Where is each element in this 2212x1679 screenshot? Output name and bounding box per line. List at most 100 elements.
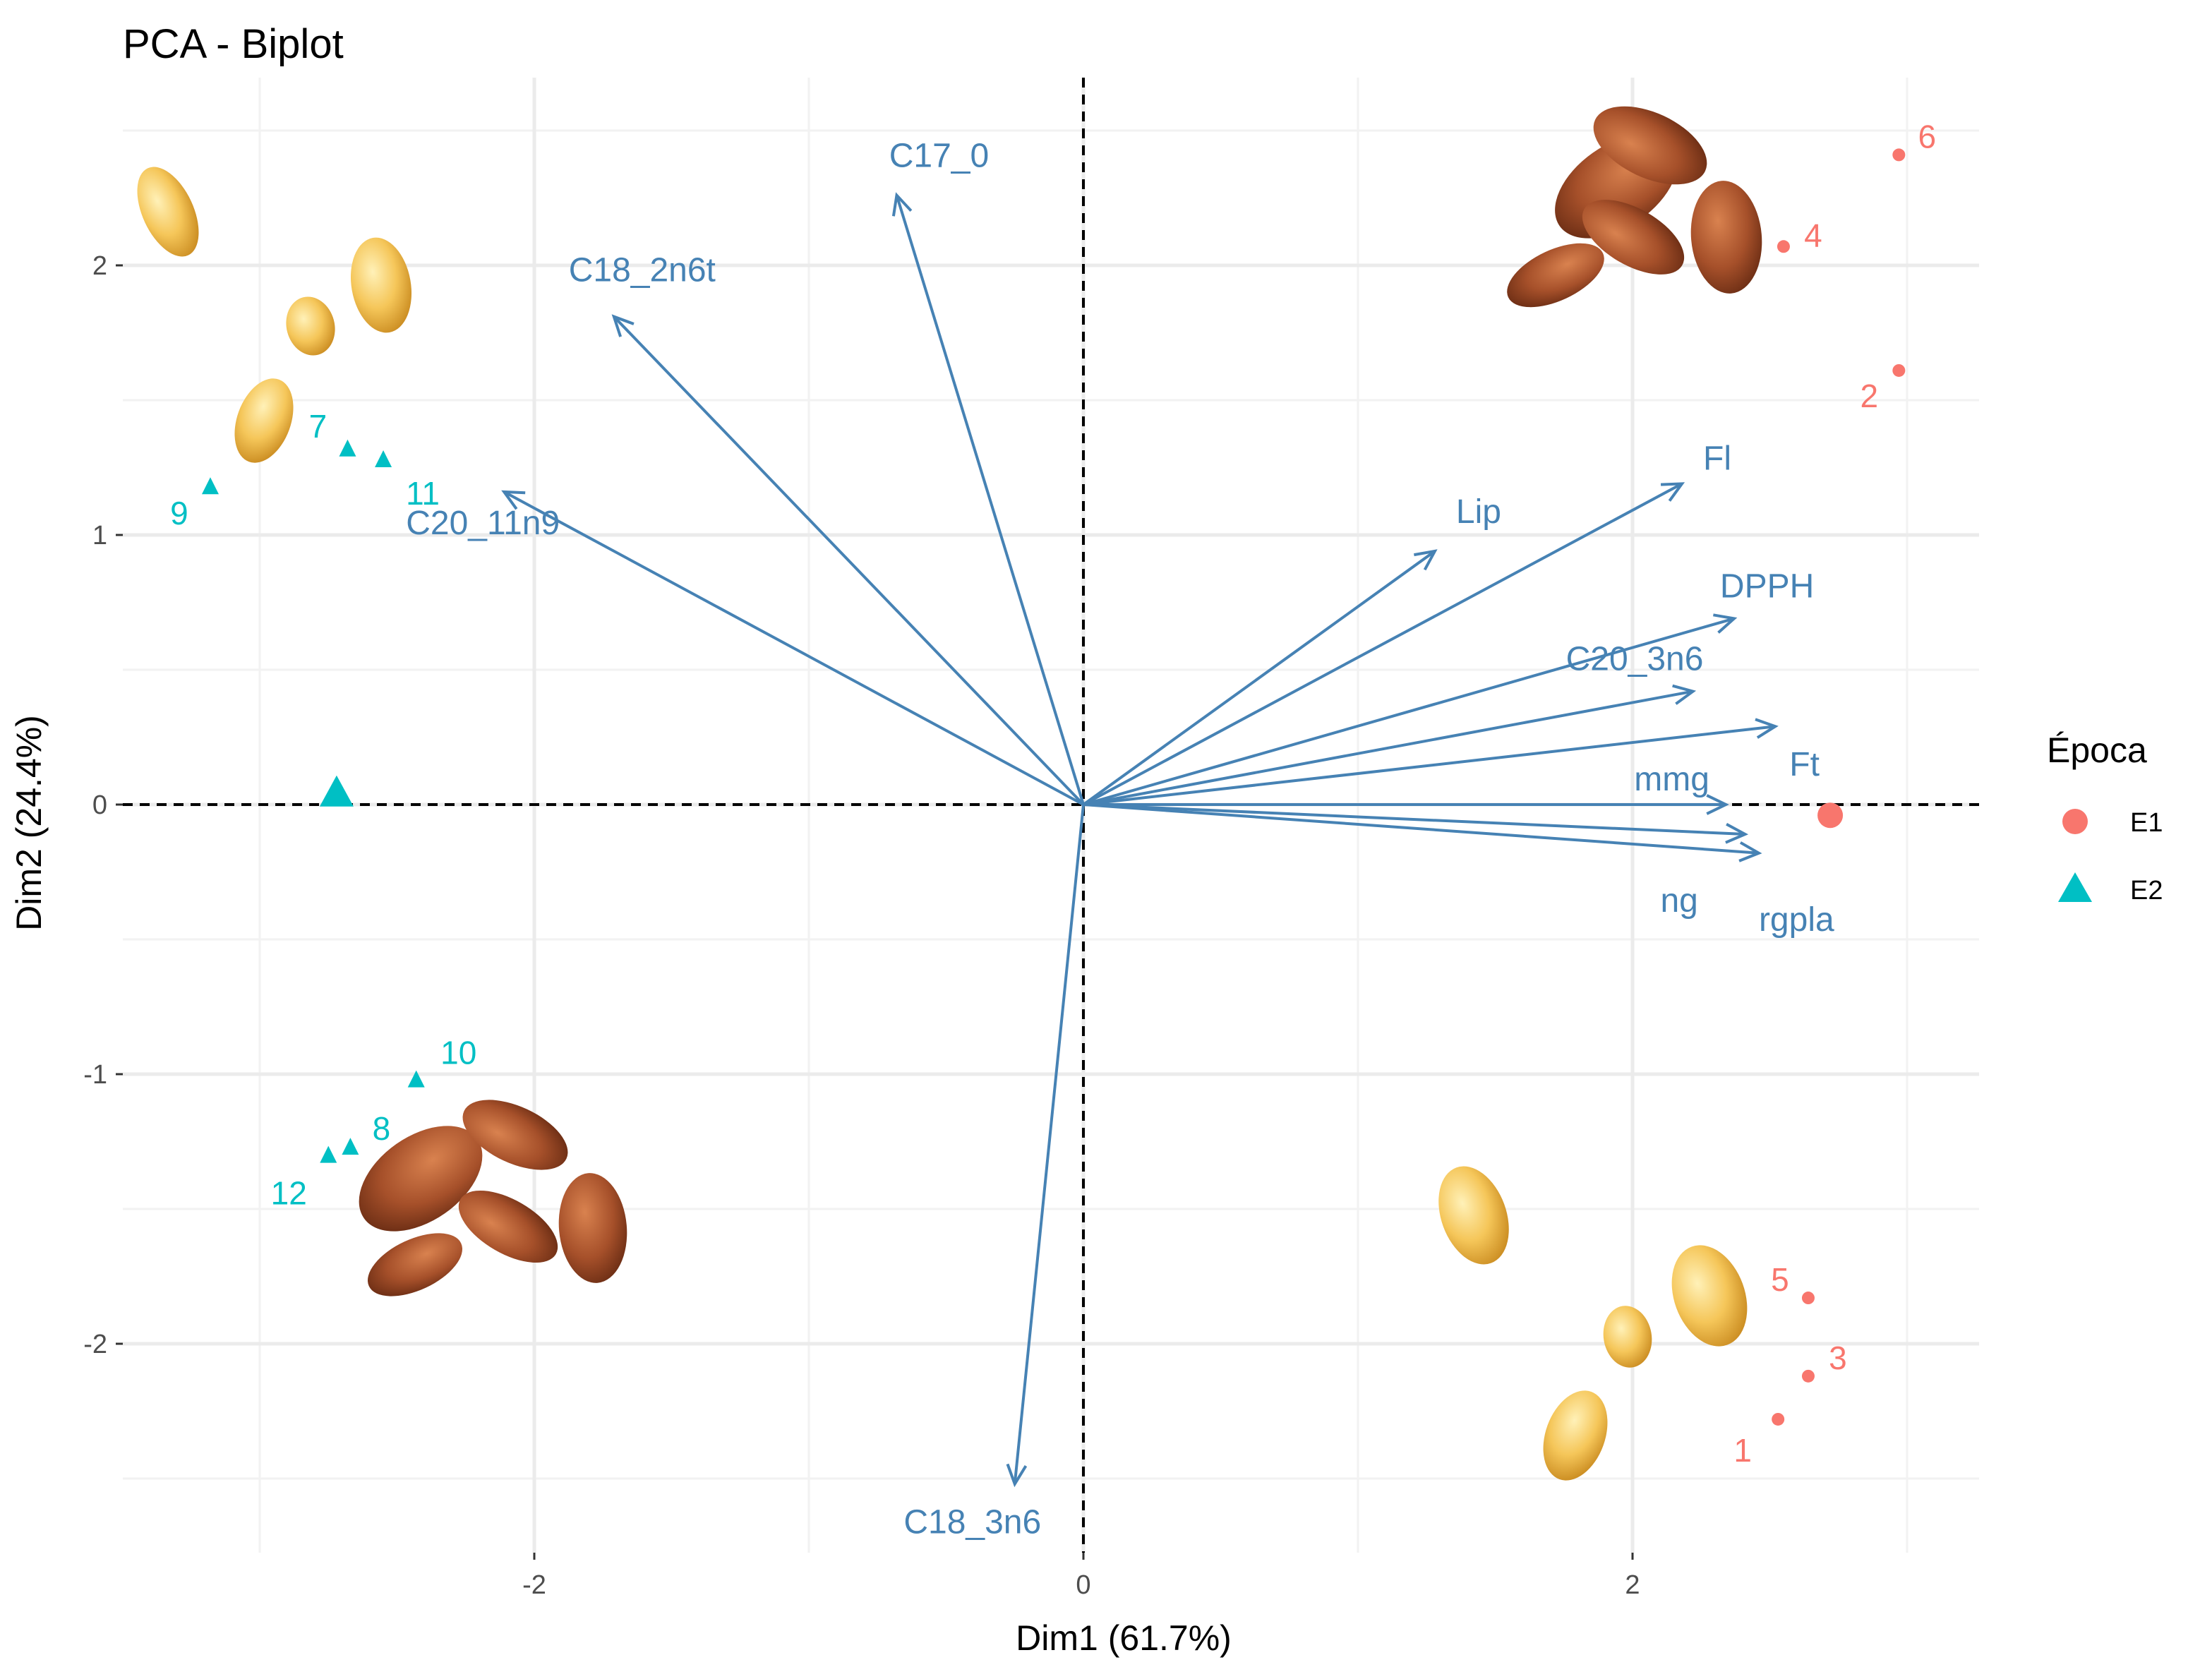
point-e2 bbox=[339, 439, 356, 457]
variable-arrowhead bbox=[1414, 549, 1438, 571]
legend: Época E1 E2 bbox=[2047, 730, 2163, 905]
variable-label: C20_11n9 bbox=[406, 505, 560, 542]
legend-label-e2: E2 bbox=[2130, 876, 2163, 905]
point-label: 3 bbox=[1829, 1340, 1847, 1376]
variable-label: Lip bbox=[1456, 493, 1501, 531]
point-e2 bbox=[342, 1138, 359, 1155]
point-label: 1 bbox=[1733, 1432, 1752, 1469]
variable-arrowhead bbox=[891, 192, 913, 217]
variable-arrowhead bbox=[611, 314, 635, 337]
brown-seed-image bbox=[458, 1190, 558, 1263]
point-e1 bbox=[1801, 1292, 1815, 1305]
variable-arrow bbox=[1082, 550, 1436, 806]
variable-label: C18_3n6 bbox=[903, 1504, 1041, 1541]
variable-label: Fl bbox=[1703, 440, 1731, 477]
variable-arrowhead bbox=[1755, 718, 1779, 739]
variable-arrowhead bbox=[501, 490, 526, 510]
variable-arrowhead bbox=[1738, 841, 1762, 862]
legend-title: Época bbox=[2047, 730, 2147, 770]
plot-panel bbox=[123, 78, 1979, 1553]
y-tick-label: 1 bbox=[92, 521, 107, 550]
y-tick-label: -1 bbox=[83, 1060, 107, 1090]
legend-key-e1 bbox=[2062, 809, 2088, 834]
variable-arrow bbox=[1083, 803, 1745, 836]
centroid-e2 bbox=[319, 775, 354, 807]
variable-arrow bbox=[1083, 617, 1735, 806]
variable-label: rgpla bbox=[1759, 901, 1834, 939]
point-e2 bbox=[375, 450, 392, 468]
golden-seed-image bbox=[1671, 1245, 1748, 1347]
point-label: 8 bbox=[373, 1110, 391, 1147]
brown-seed-image bbox=[1507, 243, 1604, 308]
variable-arrowhead bbox=[1660, 482, 1685, 502]
variable-label: ng bbox=[1660, 882, 1697, 920]
golden-seed-image bbox=[137, 167, 199, 257]
point-label: 5 bbox=[1771, 1261, 1789, 1298]
y-tick-label: 0 bbox=[92, 790, 107, 820]
seed-images-top-right bbox=[1507, 106, 1762, 308]
variable-arrowhead bbox=[1713, 613, 1738, 634]
seed-images-bottom-left bbox=[359, 1100, 627, 1296]
variable-arrow bbox=[1083, 482, 1683, 806]
variable-label: mmg bbox=[1634, 761, 1709, 798]
point-e2 bbox=[320, 1145, 337, 1163]
x-tick-label: -2 bbox=[522, 1570, 546, 1600]
variable-label: C18_2n6t bbox=[569, 252, 716, 289]
seed-images-bottom-right bbox=[1438, 1166, 1748, 1481]
variable-arrowhead bbox=[1672, 684, 1697, 705]
golden-seed-image bbox=[1603, 1306, 1652, 1368]
variable-arrow bbox=[1083, 725, 1776, 806]
brown-seed-image bbox=[367, 1233, 463, 1296]
individual-points bbox=[201, 148, 1906, 1426]
brown-seed-image bbox=[462, 1100, 568, 1170]
legend-key-e2 bbox=[2058, 872, 2092, 902]
point-label: 2 bbox=[1861, 378, 1879, 414]
point-e1 bbox=[1777, 240, 1790, 253]
y-tick-label: -2 bbox=[83, 1330, 107, 1359]
point-label: 10 bbox=[440, 1035, 476, 1071]
brown-seed-image bbox=[1690, 181, 1762, 294]
point-label: 12 bbox=[271, 1175, 307, 1212]
variable-label: C17_0 bbox=[889, 138, 989, 175]
brown-seed-image bbox=[1593, 106, 1707, 185]
brown-seed-image bbox=[558, 1173, 627, 1283]
golden-seed-image bbox=[234, 378, 294, 463]
variable-arrow bbox=[1013, 804, 1085, 1484]
point-e1 bbox=[1892, 148, 1906, 162]
variable-arrow bbox=[1083, 690, 1693, 806]
golden-seed-image bbox=[1543, 1390, 1608, 1481]
centroid-e1 bbox=[1817, 802, 1844, 829]
variable-arrow bbox=[895, 195, 1085, 805]
seed-images-top-left bbox=[137, 167, 412, 463]
y-tick-label: 2 bbox=[92, 251, 107, 281]
golden-seed-image bbox=[1438, 1166, 1509, 1265]
variable-arrowhead bbox=[1706, 794, 1729, 815]
variable-arrowhead bbox=[1006, 1463, 1028, 1488]
golden-seed-image bbox=[286, 296, 335, 356]
point-label: 7 bbox=[309, 408, 327, 445]
variable-arrow bbox=[503, 491, 1084, 806]
legend-label-e1: E1 bbox=[2130, 808, 2163, 838]
variable-vectors: C17_0 C18_2n6t C20_11n9 C18_3n6 Lip Fl DPPH C20… bbox=[406, 138, 1834, 1541]
point-label: 11 bbox=[406, 475, 440, 512]
brown-seed-image bbox=[359, 1126, 483, 1232]
point-e1 bbox=[1801, 1369, 1815, 1383]
variable-arrowhead bbox=[1725, 823, 1749, 844]
chart-title: PCA - Biplot bbox=[123, 21, 344, 67]
variable-arrow bbox=[1083, 803, 1760, 855]
point-label: 6 bbox=[1918, 118, 1937, 155]
x-tick-label: 0 bbox=[1076, 1570, 1090, 1600]
point-e2 bbox=[407, 1070, 425, 1088]
point-e2 bbox=[201, 477, 219, 495]
point-label: 4 bbox=[1804, 217, 1822, 253]
variable-label: DPPH bbox=[1720, 567, 1814, 605]
x-tick-label: 2 bbox=[1625, 1570, 1640, 1600]
point-e1 bbox=[1892, 363, 1906, 377]
x-axis-title: Dim1 (61.7%) bbox=[1016, 1618, 1232, 1658]
point-label: 9 bbox=[170, 495, 188, 531]
y-axis-title: Dim2 (24.4%) bbox=[9, 715, 49, 931]
